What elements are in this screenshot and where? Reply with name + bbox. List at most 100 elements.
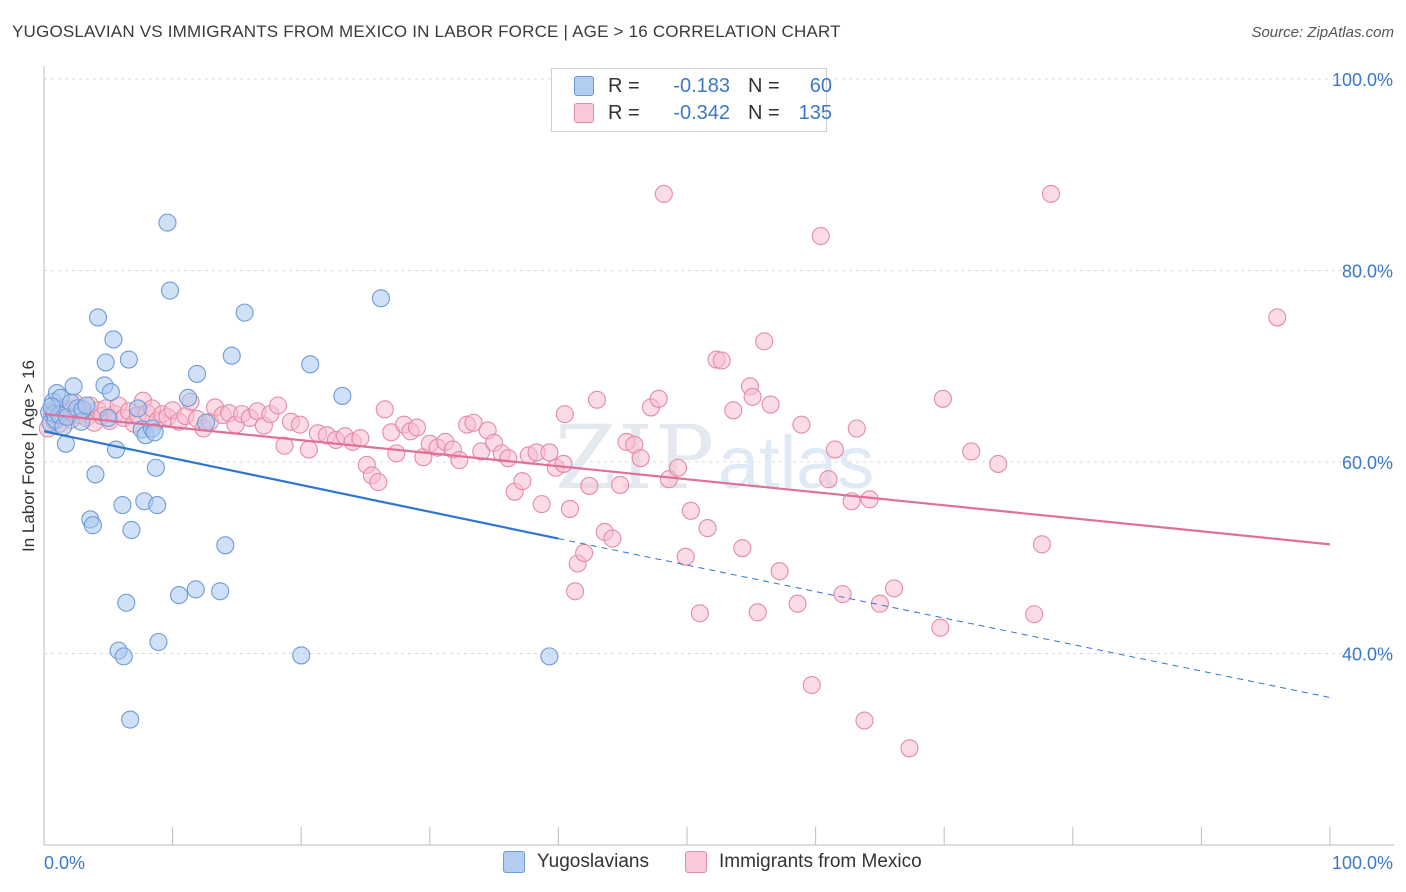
data-point [755, 332, 774, 351]
data-point [631, 449, 650, 468]
y-tick-label: 60.0% [1342, 453, 1393, 473]
data-point [158, 213, 177, 232]
data-point [148, 496, 167, 515]
data-point [931, 618, 950, 637]
legend-r-label: R = [608, 101, 640, 124]
legend-swatch-blue [503, 851, 525, 873]
data-point [748, 603, 767, 622]
data-point [802, 676, 821, 695]
legend-r-label: R = [608, 74, 640, 97]
data-point [532, 495, 551, 514]
y-tick-label: 100.0% [1332, 70, 1393, 90]
chart-title: YUGOSLAVIAN VS IMMIGRANTS FROM MEXICO IN… [12, 22, 841, 41]
data-point [145, 423, 164, 442]
x-tick-label: 0.0% [44, 853, 85, 873]
data-point [1041, 184, 1060, 203]
data-point [169, 586, 189, 605]
trend-line-mexico [43, 413, 1331, 546]
data-point [554, 454, 573, 473]
data-point [513, 472, 532, 491]
data-point [1032, 535, 1051, 554]
data-point [819, 470, 838, 489]
data-point [611, 475, 630, 495]
data-point [884, 579, 904, 598]
axes [43, 66, 1394, 846]
x-tick-label: 100.0% [1332, 853, 1393, 873]
data-point [292, 646, 311, 665]
data-point [104, 330, 123, 349]
data-point [560, 499, 580, 518]
legend-n-value: 60 [809, 74, 832, 97]
data-point [117, 593, 136, 612]
data-point [211, 582, 230, 601]
data-point [540, 647, 559, 666]
data-point [96, 353, 115, 372]
legend-label-yugoslavians: Yugoslavians [537, 851, 649, 872]
data-point [825, 440, 844, 459]
legend-swatch-blue [574, 76, 594, 96]
data-point [540, 443, 559, 462]
data-point [269, 396, 288, 415]
data-point [128, 399, 147, 418]
data-point [42, 397, 61, 416]
stats-legend: R = -0.183 N = 60 R = -0.342 N = 135 [551, 68, 832, 132]
y-tick-label: 80.0% [1342, 262, 1393, 282]
data-point [101, 383, 120, 402]
data-point [149, 632, 168, 652]
data-point [114, 647, 133, 666]
data-point [86, 465, 105, 484]
data-point [371, 289, 390, 308]
legend-row-yugoslavians: R = -0.183 N = 60 [574, 73, 832, 99]
chart-source: Source: ZipAtlas.com [1251, 24, 1394, 41]
data-point [83, 516, 102, 535]
data-point [106, 440, 126, 459]
data-point [1268, 308, 1287, 327]
data-point [178, 388, 198, 407]
legend-swatch-pink [685, 851, 707, 873]
data-point [121, 710, 140, 729]
data-point [499, 449, 518, 468]
data-point [1025, 605, 1044, 624]
data-point [88, 308, 108, 327]
data-point [989, 454, 1008, 473]
data-point [222, 346, 241, 365]
trend-lines [43, 413, 1331, 699]
data-point [99, 408, 118, 428]
data-point [555, 405, 574, 424]
data-point [681, 501, 700, 520]
legend-n-label: N = [748, 74, 780, 97]
data-point [580, 476, 599, 495]
data-point [962, 442, 981, 461]
data-point [933, 389, 952, 408]
data-point [407, 418, 426, 437]
data-point [654, 184, 673, 203]
data-point [351, 429, 370, 448]
legend-label-mexico: Immigrants from Mexico [719, 851, 922, 872]
series-mexico-points [38, 184, 1287, 758]
data-point [847, 419, 866, 438]
trend-line-yugoslavians-extension [558, 538, 1331, 699]
series-yugoslavians-points [40, 213, 559, 729]
data-point [833, 585, 852, 604]
data-point [64, 377, 83, 396]
data-point [690, 604, 709, 623]
y-tick-label: 40.0% [1342, 645, 1393, 665]
data-point [676, 547, 695, 566]
y-axis-label: In Labor Force | Age > 16 [19, 360, 38, 552]
data-point [770, 562, 789, 581]
data-point [290, 415, 309, 434]
data-point [811, 226, 830, 246]
data-point [743, 387, 762, 406]
data-point [77, 396, 96, 415]
data-point [387, 444, 406, 463]
legend-row-mexico: R = -0.342 N = 135 [574, 100, 832, 126]
data-point [160, 281, 180, 300]
data-point [698, 519, 717, 538]
data-point [186, 580, 205, 599]
data-point [299, 440, 318, 459]
tick-labels: 40.0% 60.0% 80.0% 100.0% 0.0% 100.0% [44, 70, 1393, 873]
legend-r-value: -0.183 [673, 74, 730, 97]
trend-line-yugoslavians [43, 430, 559, 540]
data-point [870, 594, 889, 613]
data-point [275, 436, 294, 455]
